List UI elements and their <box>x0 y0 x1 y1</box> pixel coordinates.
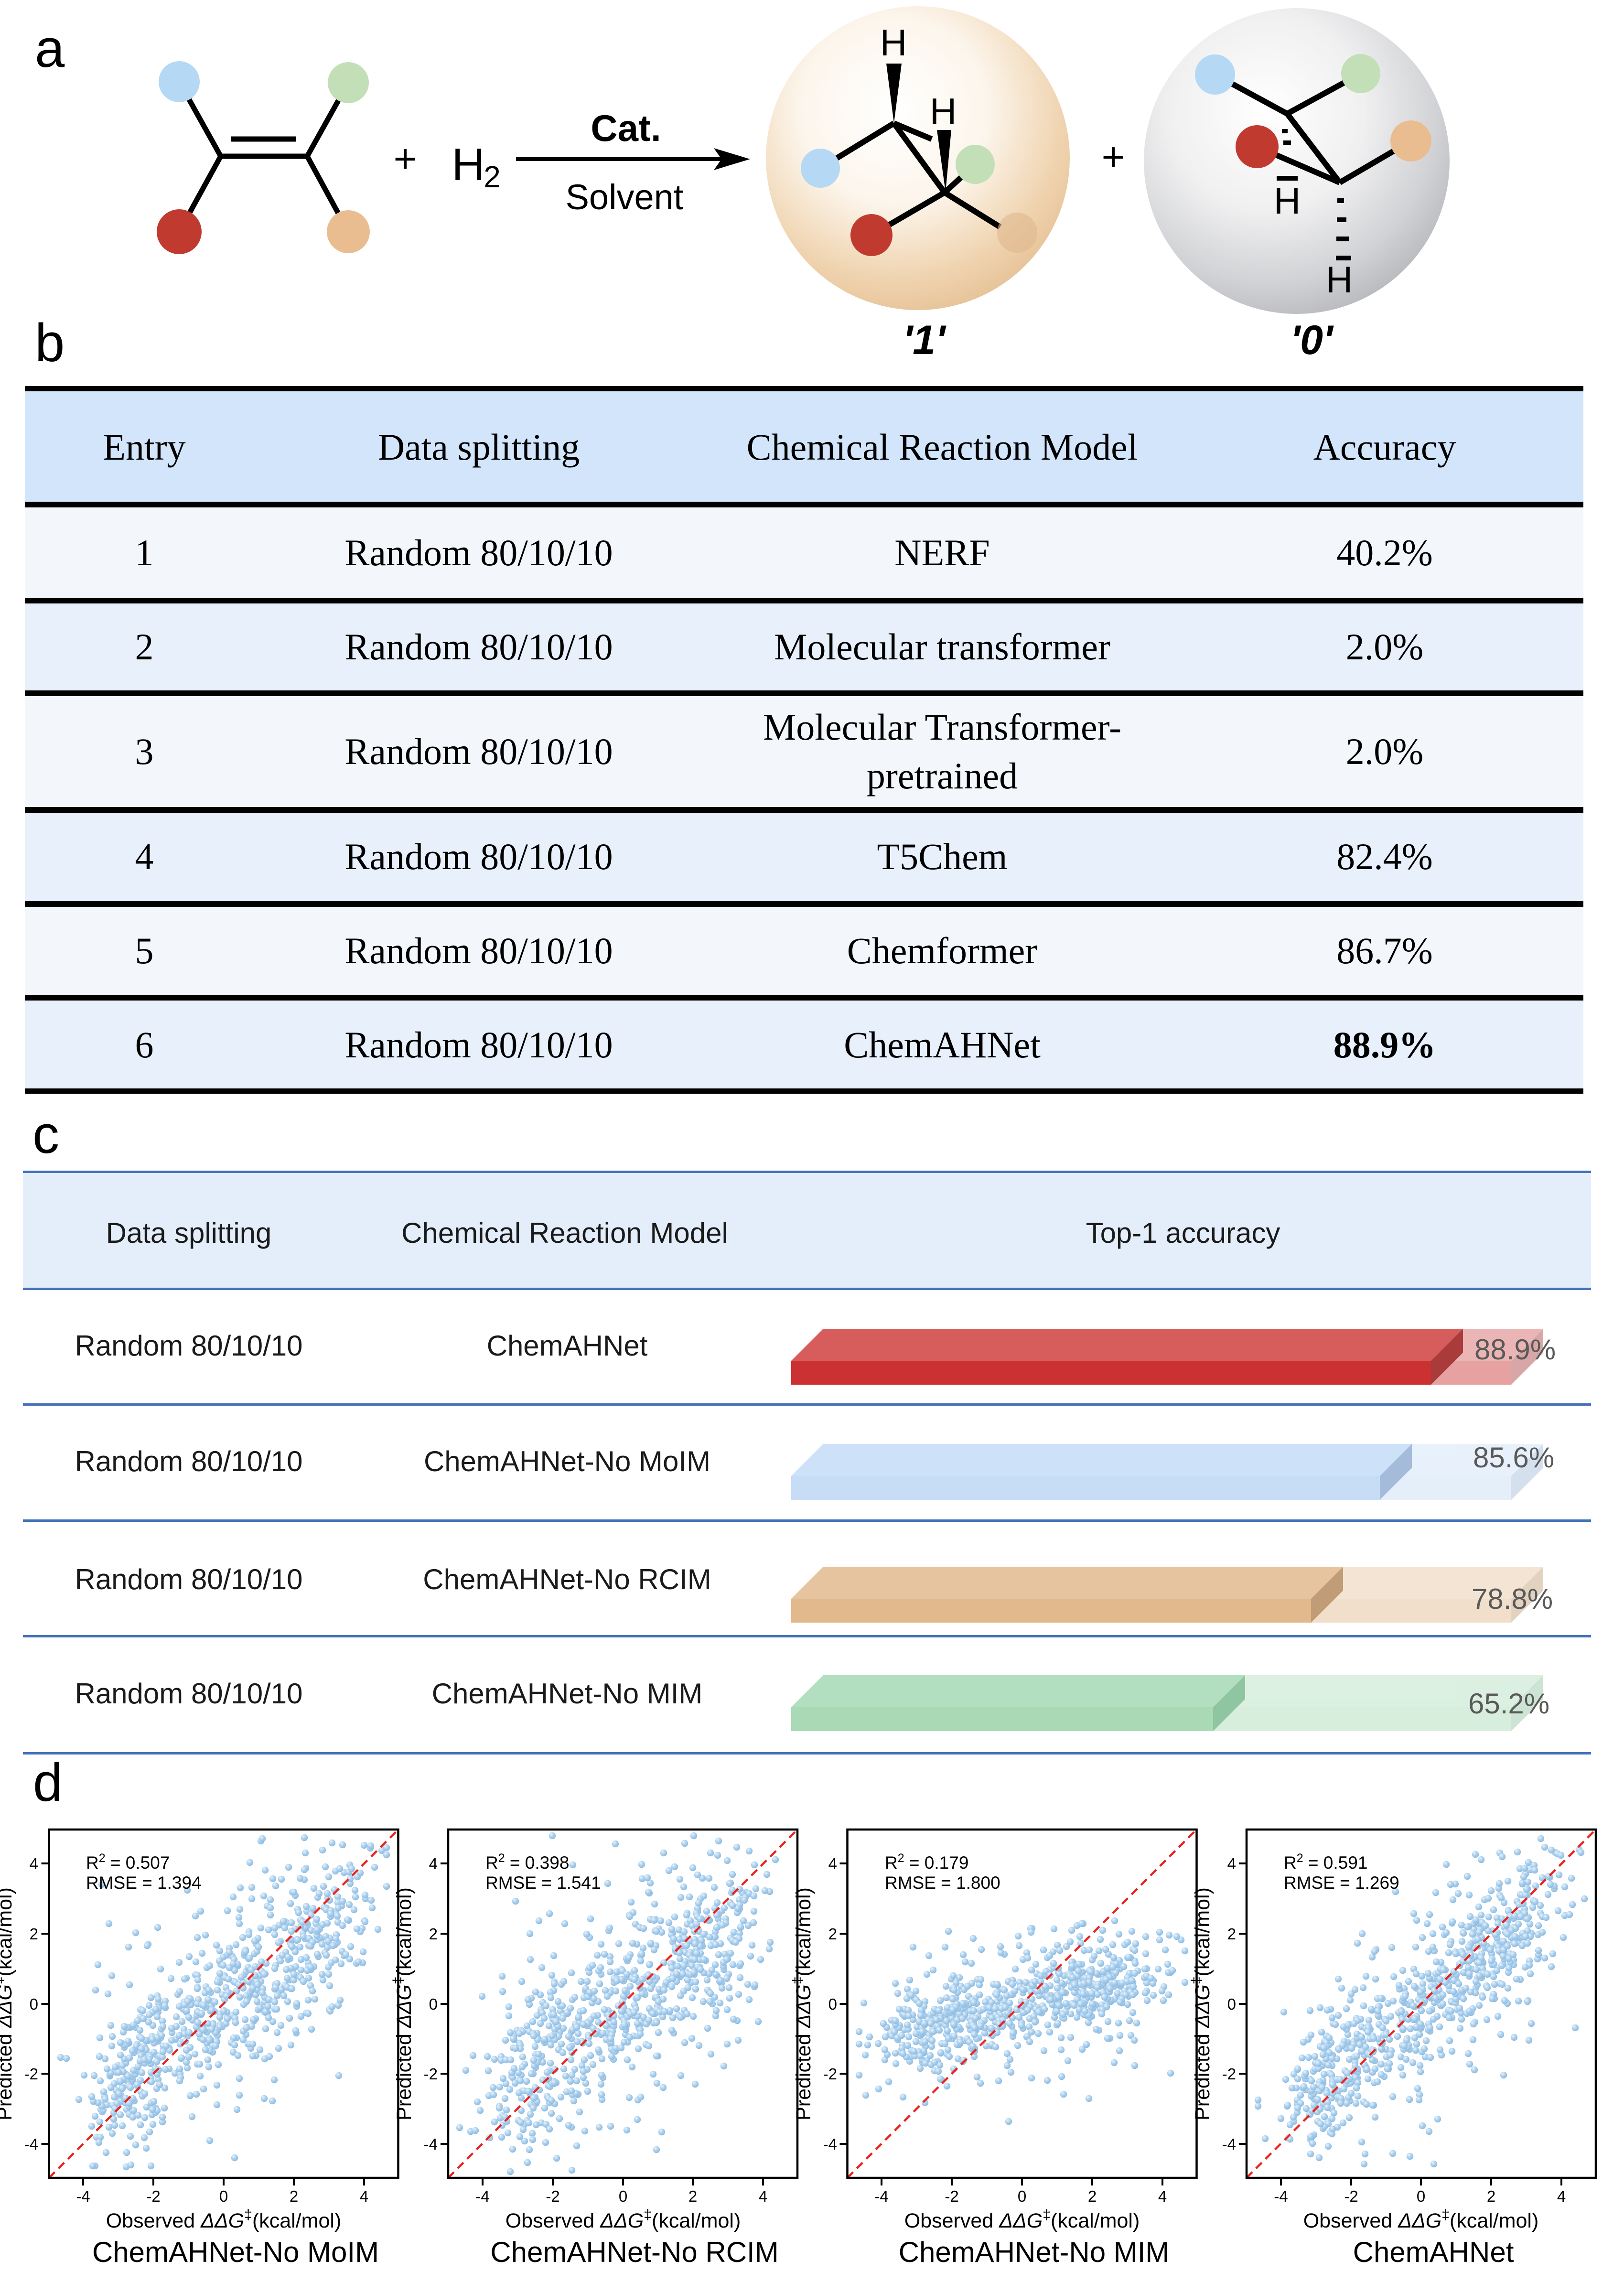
svg-text:RMSE = 1.269: RMSE = 1.269 <box>1284 1873 1399 1893</box>
svg-text:Cat.: Cat. <box>591 107 661 149</box>
svg-text:-4: -4 <box>874 2187 888 2205</box>
svg-text:2: 2 <box>290 2187 298 2205</box>
svg-text:Random 80/10/10: Random 80/10/10 <box>75 1330 302 1362</box>
svg-text:78.8%: 78.8% <box>1472 1583 1553 1615</box>
svg-text:0: 0 <box>1417 2187 1425 2205</box>
svg-text:ChemAHNet: ChemAHNet <box>1353 2236 1514 2268</box>
svg-text:2: 2 <box>429 1925 438 1943</box>
svg-text:Observed ΔΔG‡(kcal/mol): Observed ΔΔG‡(kcal/mol) <box>505 2207 741 2232</box>
svg-text:ChemAHNet-No RCIM: ChemAHNet-No RCIM <box>423 1563 711 1595</box>
svg-text:0: 0 <box>1227 1995 1236 2013</box>
svg-text:-2: -2 <box>546 2187 559 2205</box>
svg-text:2: 2 <box>1227 1925 1236 1943</box>
svg-text:4: 4 <box>1158 2187 1167 2205</box>
svg-text:Random 80/10/10: Random 80/10/10 <box>75 1678 302 1710</box>
svg-text:Random 80/10/10: Random 80/10/10 <box>75 1563 302 1595</box>
svg-text:RMSE = 1.800: RMSE = 1.800 <box>885 1873 1000 1893</box>
svg-text:-2: -2 <box>823 2065 837 2083</box>
svg-text:2: 2 <box>484 160 501 194</box>
svg-text:-2: -2 <box>945 2187 958 2205</box>
svg-text:R2 = 0.398: R2 = 0.398 <box>485 1851 569 1873</box>
svg-text:0: 0 <box>828 1995 837 2013</box>
svg-text:4: 4 <box>30 1855 38 1873</box>
svg-text:ChemAHNet-No MoIM: ChemAHNet-No MoIM <box>92 2236 379 2268</box>
svg-text:Predicted ΔΔG‡(kcal/mol): Predicted ΔΔG‡(kcal/mol) <box>390 1887 416 2121</box>
svg-text:+: + <box>1101 134 1125 179</box>
svg-text:ChemAHNet-No RCIM: ChemAHNet-No RCIM <box>490 2236 778 2268</box>
svg-text:Solvent: Solvent <box>566 177 684 217</box>
svg-text:Chemical Reaction Model: Chemical Reaction Model <box>401 1217 728 1249</box>
svg-text:-4: -4 <box>475 2187 489 2205</box>
svg-text:4: 4 <box>828 1855 837 1873</box>
svg-text:Observed ΔΔG‡(kcal/mol): Observed ΔΔG‡(kcal/mol) <box>1303 2207 1539 2232</box>
svg-text:4: 4 <box>429 1855 438 1873</box>
svg-text:H: H <box>1326 258 1353 301</box>
svg-text:H: H <box>930 90 957 132</box>
svg-text:-4: -4 <box>76 2187 90 2205</box>
svg-text:0: 0 <box>219 2187 228 2205</box>
svg-text:Data splitting: Data splitting <box>106 1217 272 1249</box>
svg-text:RMSE = 1.541: RMSE = 1.541 <box>485 1873 601 1893</box>
svg-text:-4: -4 <box>24 2135 38 2153</box>
svg-text:Predicted ΔΔG‡(kcal/mol): Predicted ΔΔG‡(kcal/mol) <box>790 1887 815 2121</box>
svg-text:R2 = 0.179: R2 = 0.179 <box>885 1851 968 1873</box>
svg-text:-4: -4 <box>424 2135 438 2153</box>
svg-text:0: 0 <box>619 2187 627 2205</box>
svg-text:2: 2 <box>30 1925 38 1943</box>
svg-text:-2: -2 <box>1222 2065 1236 2083</box>
svg-text:4: 4 <box>1557 2187 1566 2205</box>
svg-text:0: 0 <box>429 1995 438 2013</box>
svg-text:-2: -2 <box>1344 2187 1358 2205</box>
svg-text:-4: -4 <box>823 2135 837 2153</box>
svg-text:RMSE = 1.394: RMSE = 1.394 <box>86 1873 202 1893</box>
svg-text:-4: -4 <box>1274 2187 1288 2205</box>
svg-text:H: H <box>880 22 907 64</box>
svg-text:-4: -4 <box>1222 2135 1236 2153</box>
svg-text:ChemAHNet-No MIM: ChemAHNet-No MIM <box>432 1678 703 1710</box>
svg-text:Observed ΔΔG‡(kcal/mol): Observed ΔΔG‡(kcal/mol) <box>904 2207 1140 2232</box>
svg-text:-2: -2 <box>146 2187 160 2205</box>
svg-text:H: H <box>1274 180 1301 222</box>
svg-text:Predicted ΔΔG‡(kcal/mol): Predicted ΔΔG‡(kcal/mol) <box>1189 1887 1214 2121</box>
svg-text:Predicted ΔΔG‡(kcal/mol): Predicted ΔΔG‡(kcal/mol) <box>0 1887 16 2121</box>
svg-text:4: 4 <box>1227 1855 1236 1873</box>
svg-text:Top-1 accuracy: Top-1 accuracy <box>1086 1217 1280 1249</box>
svg-text:65.2%: 65.2% <box>1468 1688 1549 1720</box>
svg-text:Random 80/10/10: Random 80/10/10 <box>75 1445 302 1477</box>
svg-text:ChemAHNet: ChemAHNet <box>487 1330 648 1362</box>
svg-text:R2 = 0.591: R2 = 0.591 <box>1284 1851 1367 1873</box>
svg-text:Observed ΔΔG‡(kcal/mol): Observed ΔΔG‡(kcal/mol) <box>106 2207 342 2232</box>
svg-text:-2: -2 <box>24 2065 38 2083</box>
svg-text:2: 2 <box>828 1925 837 1943</box>
svg-text:ChemAHNet-No MoIM: ChemAHNet-No MoIM <box>424 1445 710 1477</box>
svg-text:0: 0 <box>30 1995 38 2013</box>
svg-text:-2: -2 <box>424 2065 438 2083</box>
svg-text:'0': '0' <box>1291 317 1334 363</box>
svg-text:'1': '1' <box>903 317 946 363</box>
svg-text:0: 0 <box>1018 2187 1026 2205</box>
svg-text:R2 = 0.507: R2 = 0.507 <box>86 1851 170 1873</box>
svg-text:ChemAHNet-No MIM: ChemAHNet-No MIM <box>899 2236 1170 2268</box>
svg-text:85.6%: 85.6% <box>1473 1442 1554 1474</box>
svg-text:2: 2 <box>688 2187 697 2205</box>
svg-text:88.9%: 88.9% <box>1474 1334 1556 1366</box>
svg-text:2: 2 <box>1487 2187 1495 2205</box>
svg-text:+: + <box>393 136 417 181</box>
svg-text:4: 4 <box>759 2187 767 2205</box>
svg-text:2: 2 <box>1088 2187 1097 2205</box>
svg-text:H: H <box>452 139 484 190</box>
svg-text:4: 4 <box>360 2187 368 2205</box>
